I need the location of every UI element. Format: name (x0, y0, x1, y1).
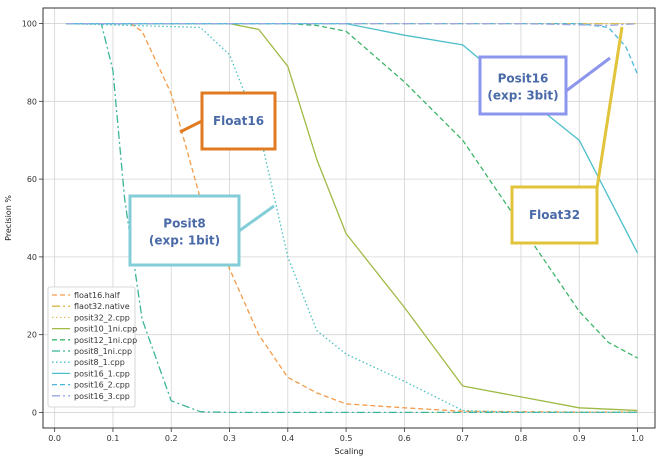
legend-box (47, 286, 136, 408)
series-line-posit16-3-cpp (66, 22, 638, 27)
series-line-posit16-2-cpp (66, 22, 639, 75)
series-line-posit12-1ni-cpp (66, 22, 638, 359)
series-line-posit10-1ni-cpp (66, 22, 638, 412)
y-tick-label: 60 (27, 175, 37, 184)
callout-sublabel: (exp: 1bit) (149, 234, 220, 248)
x-axis-title: Scaling (335, 447, 364, 456)
legend-label: posit16_2.cpp (74, 381, 130, 390)
axis-ticks: 0.0 0.1 0.2 0.3 0.4 0.5 0.6 0.7 0.8 0.9 1.0 0 20 40 60… (22, 20, 644, 443)
y-tick-label: 100 (22, 20, 37, 29)
x-tick-label: 0.7 (456, 434, 469, 443)
legend-label: posit8_1.cpp (74, 358, 125, 367)
callout-pointer (238, 204, 275, 233)
callout-box (200, 91, 277, 151)
series-line-posit8-1-cpp (66, 22, 638, 414)
legend-label: posit16_3.cpp (74, 392, 130, 401)
plot-frame (42, 7, 656, 429)
legend-label: posit16_1.cpp (74, 369, 130, 378)
callout-label: Posit16 (498, 72, 549, 86)
series-line-posit8-1ni-cpp (66, 22, 638, 414)
x-tick-label: 0.6 (398, 434, 411, 443)
callout-pointer (565, 56, 611, 93)
callout-box (510, 185, 599, 245)
x-tick-label: 0.5 (340, 434, 353, 443)
callout-pointer (595, 26, 624, 189)
legend-label: posit32_2.cpp (74, 313, 130, 322)
x-tick-label: 0.4 (281, 434, 294, 443)
annotations: Float16 Posit8 (exp: 1bit) Posit16 (exp: 3bi… (128, 26, 624, 267)
y-tick-label: 0 (32, 408, 37, 417)
legend-label: posit12_1ni.cpp (74, 336, 137, 345)
y-tick-label: 20 (27, 331, 37, 340)
callout-label: Float32 (529, 208, 580, 222)
x-tick-label: 0.0 (48, 434, 61, 443)
callout-box (128, 194, 241, 267)
x-tick-label: 0.3 (223, 434, 236, 443)
callout-box (478, 55, 568, 116)
x-tick-label: 0.1 (107, 434, 120, 443)
legend-label: posit10_1ni.cpp (74, 325, 137, 334)
series-lines (66, 22, 639, 414)
y-tick-label: 40 (27, 253, 37, 262)
x-tick-label: 0.2 (165, 434, 178, 443)
legend-label: flaot32.native (74, 302, 130, 311)
x-tick-label: 1.0 (631, 434, 644, 443)
legend-label: posit8_1ni.cpp (74, 347, 132, 356)
y-axis-title: Precision % (4, 195, 13, 241)
callout-label: Posit8 (163, 217, 205, 231)
x-tick-label: 0.9 (573, 434, 586, 443)
callout-sublabel: (exp: 3bit) (487, 89, 558, 103)
callout-pointer (179, 119, 203, 134)
callout-label: Float16 (213, 114, 264, 128)
x-tick-label: 0.8 (515, 434, 528, 443)
legend: float16.half flaot32.native posit32_2.cppp… (47, 286, 137, 408)
y-tick-label: 80 (27, 97, 37, 106)
legend-label: float16.half (74, 291, 120, 300)
